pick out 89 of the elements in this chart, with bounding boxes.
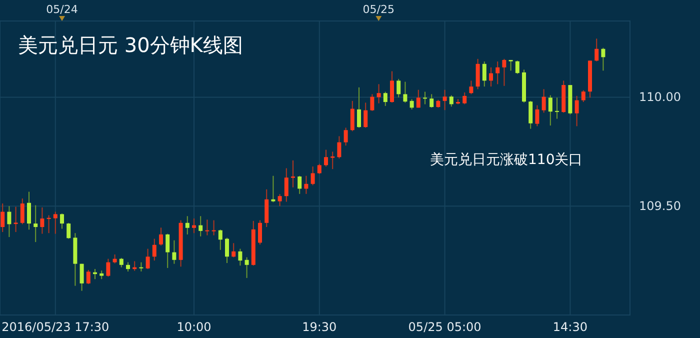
candlestick — [185, 216, 190, 235]
candlestick — [298, 175, 302, 194]
candlestick — [423, 91, 427, 105]
candlestick — [126, 262, 130, 272]
candlestick — [357, 86, 361, 128]
candlestick — [489, 66, 493, 88]
candlestick — [159, 227, 163, 246]
candlestick — [594, 38, 599, 62]
candlestick — [344, 127, 348, 146]
candlestick — [383, 91, 388, 106]
candlestick — [515, 60, 520, 74]
candlestick — [284, 168, 288, 202]
candlestick — [370, 94, 374, 112]
candlestick — [192, 218, 196, 234]
candlestick — [34, 204, 38, 243]
candlestick — [364, 102, 368, 128]
candlestick — [258, 220, 262, 245]
candlestick — [581, 90, 586, 103]
candlestick — [232, 242, 236, 258]
candlestick — [496, 61, 500, 85]
candlestick — [119, 257, 124, 268]
candlestick — [324, 149, 328, 167]
candlestick — [271, 175, 276, 203]
candlestick — [218, 229, 222, 250]
x2-tick-label: 05/24 — [46, 3, 78, 16]
candlestick — [238, 248, 242, 266]
candlestick — [574, 95, 579, 127]
y-tick-label: 109.50 — [639, 199, 681, 214]
candlestick — [310, 166, 315, 186]
candlestick — [542, 88, 546, 114]
candlestick — [449, 94, 454, 108]
candlestick — [225, 237, 229, 264]
candlestick — [528, 100, 533, 130]
candlestick — [502, 58, 506, 86]
candlestick — [482, 61, 486, 88]
candlestick — [376, 84, 381, 104]
x-tick-label: 05/25 05:00 — [408, 320, 482, 334]
candlestick — [80, 263, 84, 292]
x2-tick-label: 05/25 — [362, 3, 395, 16]
candlestick — [337, 136, 342, 159]
candlestick — [390, 70, 394, 104]
candlestick — [40, 206, 44, 234]
candlestick — [317, 163, 322, 174]
candlestick — [172, 240, 176, 264]
candlestick — [53, 211, 58, 234]
text: 美元兑日元 30分钟K线图 — [18, 33, 243, 57]
candlestick — [442, 89, 447, 111]
candlestick — [462, 92, 467, 105]
candlestick — [244, 256, 249, 278]
candlestick — [86, 269, 90, 285]
x-tick-label: 19:30 — [302, 320, 337, 334]
candlestick — [205, 219, 210, 236]
candlestick — [476, 58, 480, 90]
candlestick — [278, 194, 282, 207]
candlestick — [416, 89, 420, 108]
candlestick — [66, 222, 71, 240]
candlestick — [166, 233, 170, 268]
candlestick — [304, 175, 308, 194]
y-tick-label: 110.00 — [639, 90, 681, 104]
x-tick-label: 2016/05/23 17:30 — [2, 320, 110, 334]
candlestick — [212, 220, 216, 236]
candlestick — [330, 151, 335, 170]
candlestick — [46, 214, 51, 234]
candlestick — [60, 213, 64, 230]
candlestick — [20, 198, 24, 225]
candlestick — [264, 188, 269, 228]
candlestick — [535, 104, 540, 127]
candlestick — [7, 206, 12, 238]
candlestick — [27, 191, 31, 230]
candlestick — [350, 100, 354, 132]
candlestick — [152, 238, 156, 262]
x-tick-label: 14:30 — [552, 320, 588, 334]
candlestick — [555, 97, 559, 120]
candlestick — [291, 160, 295, 188]
x-tick-label: 10:00 — [176, 320, 212, 334]
candlestick — [139, 262, 144, 272]
candlestick — [469, 80, 474, 95]
candlestick — [403, 81, 408, 104]
candlestick — [146, 248, 150, 270]
candlestick — [198, 216, 203, 237]
annotation: 美元兑日元涨破110关口 — [430, 152, 583, 168]
candlestick — [601, 47, 606, 72]
candlestick — [0, 203, 5, 233]
candlestick — [396, 78, 401, 98]
candlestick — [430, 94, 434, 108]
candlestick — [548, 94, 552, 126]
candlestick — [410, 98, 414, 110]
candlestick — [106, 258, 110, 278]
candlestick — [14, 206, 18, 233]
